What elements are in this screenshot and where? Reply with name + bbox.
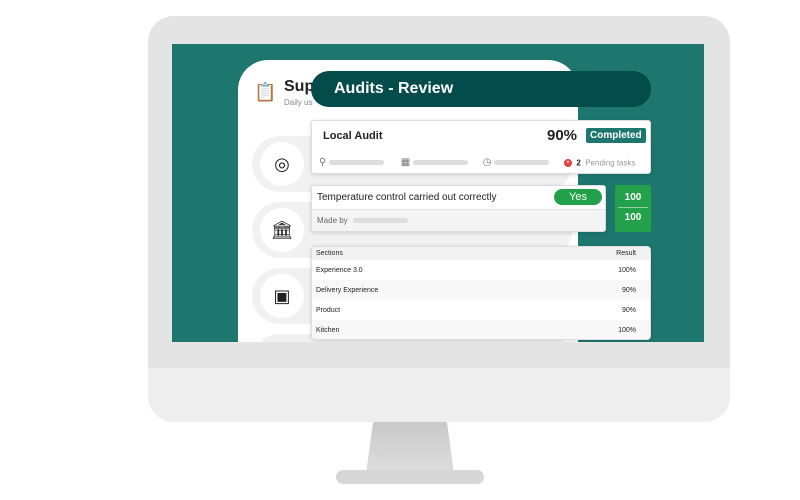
score-max: 100 xyxy=(624,212,642,223)
wallet-icon: ▣ xyxy=(260,274,304,318)
section-result: 100% xyxy=(531,320,650,339)
monitor-stand xyxy=(366,422,454,474)
calendar-icon: ▦ xyxy=(400,157,411,169)
section-result: 90% xyxy=(621,306,636,314)
date-placeholder xyxy=(413,160,469,166)
audit-score: 90% xyxy=(547,127,578,144)
table-row[interactable]: Product 90% xyxy=(312,300,650,320)
screen: 📋 Sup Daily us ◎ 🏛 ▣ Audits - Review Loc… xyxy=(172,44,704,342)
score-value: 100 xyxy=(618,185,648,208)
column-header: Sections xyxy=(312,247,532,260)
made-by-label: Made by xyxy=(317,216,348,225)
question-card[interactable]: Temperature control carried out correctl… xyxy=(311,185,606,232)
audit-name: Local Audit xyxy=(323,130,383,142)
table-row[interactable]: Kitchen 100% xyxy=(312,320,650,339)
page-title: Audits - Review xyxy=(311,71,651,107)
error-icon: × xyxy=(563,158,572,167)
section-name: Experience 3.0 xyxy=(316,266,363,274)
section-name: Delivery Experience xyxy=(312,280,532,300)
score-box: 100 100 xyxy=(615,185,651,232)
column-header: Result xyxy=(531,247,650,260)
clipboard-check-icon: 📋 xyxy=(254,82,277,102)
table-row[interactable]: Experience 3.0 100% xyxy=(312,260,650,280)
question-text: Temperature control carried out correctl… xyxy=(317,192,497,203)
pending-count: 2 xyxy=(576,158,581,168)
location-icon: ⚲ xyxy=(319,157,327,169)
monitor-chin xyxy=(148,368,730,422)
section-result: 90% xyxy=(531,280,650,300)
pending-label: Pending tasks xyxy=(585,158,636,168)
panel-subtitle: Daily us xyxy=(284,98,313,107)
section-name: Kitchen xyxy=(312,320,532,339)
author-placeholder xyxy=(353,218,408,223)
location-placeholder xyxy=(329,160,385,166)
sections-table: Sections Result Experience 3.0 100% Delive… xyxy=(311,246,651,340)
bank-icon: 🏛 xyxy=(260,208,304,252)
answer-badge: Yes xyxy=(554,189,602,205)
status-badge: Completed xyxy=(586,128,646,143)
focus-icon: ◎ xyxy=(260,142,304,186)
section-result: 100% xyxy=(618,266,636,274)
section-name: Product xyxy=(316,306,341,314)
time-placeholder xyxy=(494,160,550,166)
clock-icon: ◷ xyxy=(482,157,492,169)
monitor-base xyxy=(336,470,484,484)
audit-card[interactable]: Local Audit 90% Completed ⚲ ▦ ◷ × 2 Pend… xyxy=(311,120,651,174)
table-row[interactable]: Delivery Experience 90% xyxy=(312,280,650,300)
panel-title: Sup xyxy=(284,78,315,95)
